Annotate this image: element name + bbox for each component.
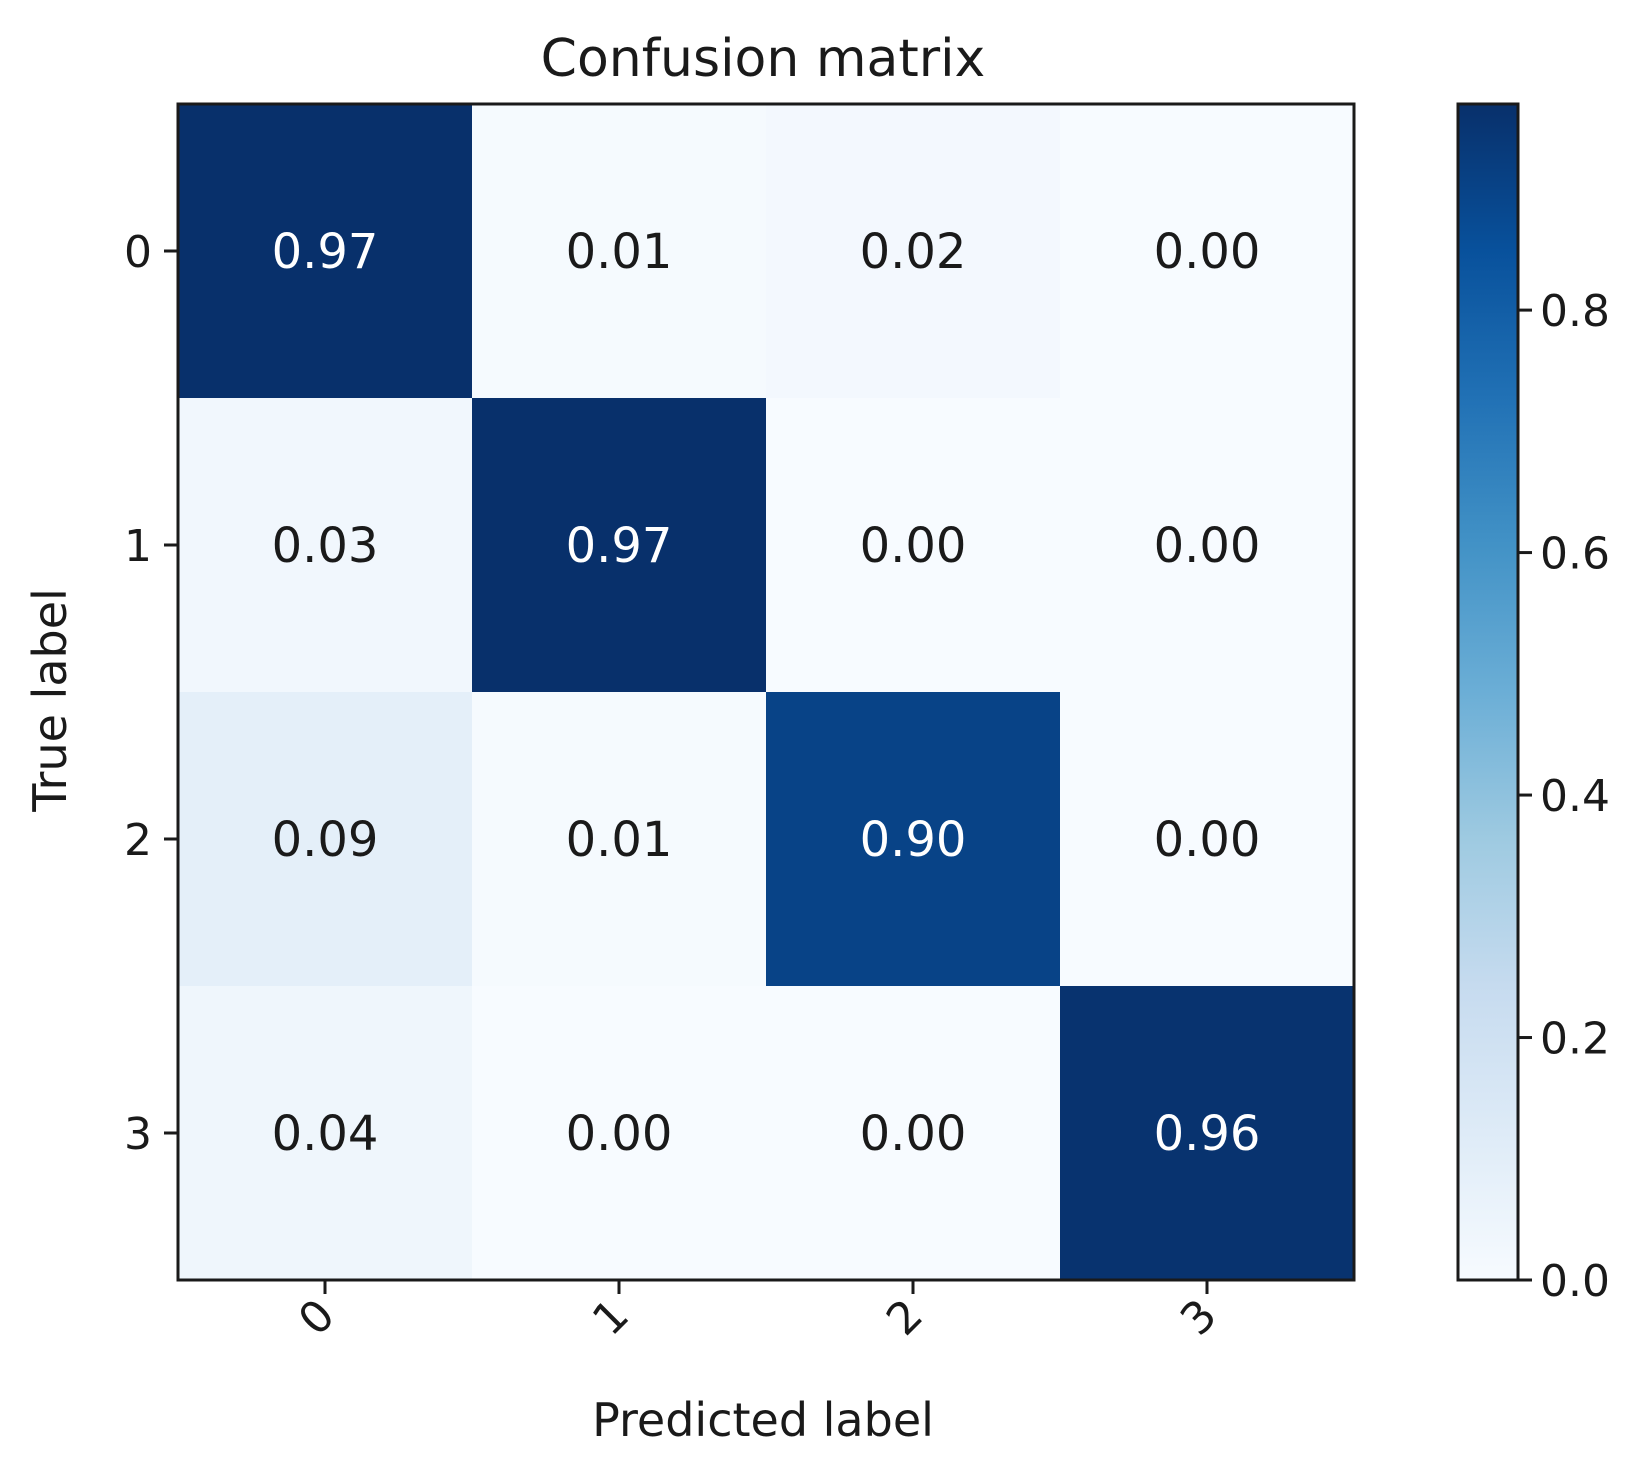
- colorbar-tick-label-0: 0.0: [1540, 1256, 1610, 1307]
- y-tick-label-2: 2: [124, 815, 152, 866]
- cell-value-label-1-0: 0.03: [272, 518, 379, 574]
- heatmap-cell-2-1: [472, 692, 767, 987]
- heatmap-cell-3-1: [472, 986, 767, 1281]
- colorbar-tick-label-3: 0.6: [1540, 529, 1610, 580]
- y-tick-label-3: 3: [124, 1109, 152, 1160]
- heatmap-cell-1-1: [472, 398, 767, 693]
- x-axis-label: Predicted label: [592, 1393, 934, 1447]
- chart-title: Confusion matrix: [541, 29, 986, 89]
- heatmap-cell-3-2: [766, 986, 1061, 1281]
- heatmap-cell-2-0: [178, 692, 473, 987]
- heatmap-cell-0-2: [766, 104, 1061, 399]
- x-axis: 0 1 2 3: [289, 1280, 1227, 1346]
- cell-value-label-0-3: 0.00: [1154, 224, 1261, 280]
- cell-value-label-3-2: 0.00: [860, 1106, 967, 1162]
- heatmap-cell-1-0: [178, 398, 473, 693]
- cell-value-label-2-0: 0.09: [272, 812, 379, 868]
- heatmap-cell-labels: 0.97 0.01 0.02 0.00 0.03 0.97 0.00 0.00 0.09 0.01…: [272, 224, 1261, 1162]
- heatmap-cell-1-2: [766, 398, 1061, 693]
- x-tick-label-1: 1: [583, 1290, 639, 1346]
- cell-value-label-3-1: 0.00: [566, 1106, 673, 1162]
- plot-frame: [176, 102, 1356, 1282]
- heatmap-cell-3-3: [1060, 986, 1355, 1281]
- y-tick-label-0: 0: [124, 227, 152, 278]
- cell-value-label-2-1: 0.01: [566, 812, 673, 868]
- cell-value-label-2-3: 0.00: [1154, 812, 1261, 868]
- heatmap-cells: [178, 104, 1355, 1281]
- cell-value-label-3-0: 0.04: [272, 1106, 379, 1162]
- cell-value-label-0-2: 0.02: [860, 224, 967, 280]
- heatmap-cell-2-3: [1060, 692, 1355, 987]
- colorbar-tick-label-2: 0.4: [1540, 771, 1610, 822]
- cell-value-label-3-3: 0.96: [1154, 1106, 1261, 1162]
- x-tick-label-0: 0: [289, 1290, 345, 1346]
- cell-value-label-0-0: 0.97: [272, 224, 379, 280]
- cell-value-label-2-2: 0.90: [860, 812, 967, 868]
- heatmap-cell-0-0: [178, 104, 473, 399]
- y-tick-label-1: 1: [124, 521, 152, 572]
- cell-value-label-1-3: 0.00: [1154, 518, 1261, 574]
- y-axis: 0 1 2 3: [124, 227, 178, 1160]
- colorbar-tick-label-1: 0.2: [1540, 1014, 1610, 1065]
- x-tick-label-2: 2: [877, 1290, 933, 1346]
- heatmap-cell-1-3: [1060, 398, 1355, 693]
- x-tick-label-3: 3: [1171, 1290, 1227, 1346]
- colorbar: [1456, 102, 1520, 1282]
- heatmap-cell-0-3: [1060, 104, 1355, 399]
- heatmap-cell-0-1: [472, 104, 767, 399]
- heatmap-cell-3-0: [178, 986, 473, 1281]
- cell-value-label-0-1: 0.01: [566, 224, 673, 280]
- colorbar-ticks: 0.0 0.2 0.4 0.6 0.8: [1518, 286, 1610, 1307]
- cell-value-label-1-2: 0.00: [860, 518, 967, 574]
- heatmap-cell-2-2: [766, 692, 1061, 987]
- colorbar-tick-label-4: 0.8: [1540, 286, 1610, 337]
- cell-value-label-1-1: 0.97: [566, 518, 673, 574]
- y-axis-label: True label: [23, 588, 77, 813]
